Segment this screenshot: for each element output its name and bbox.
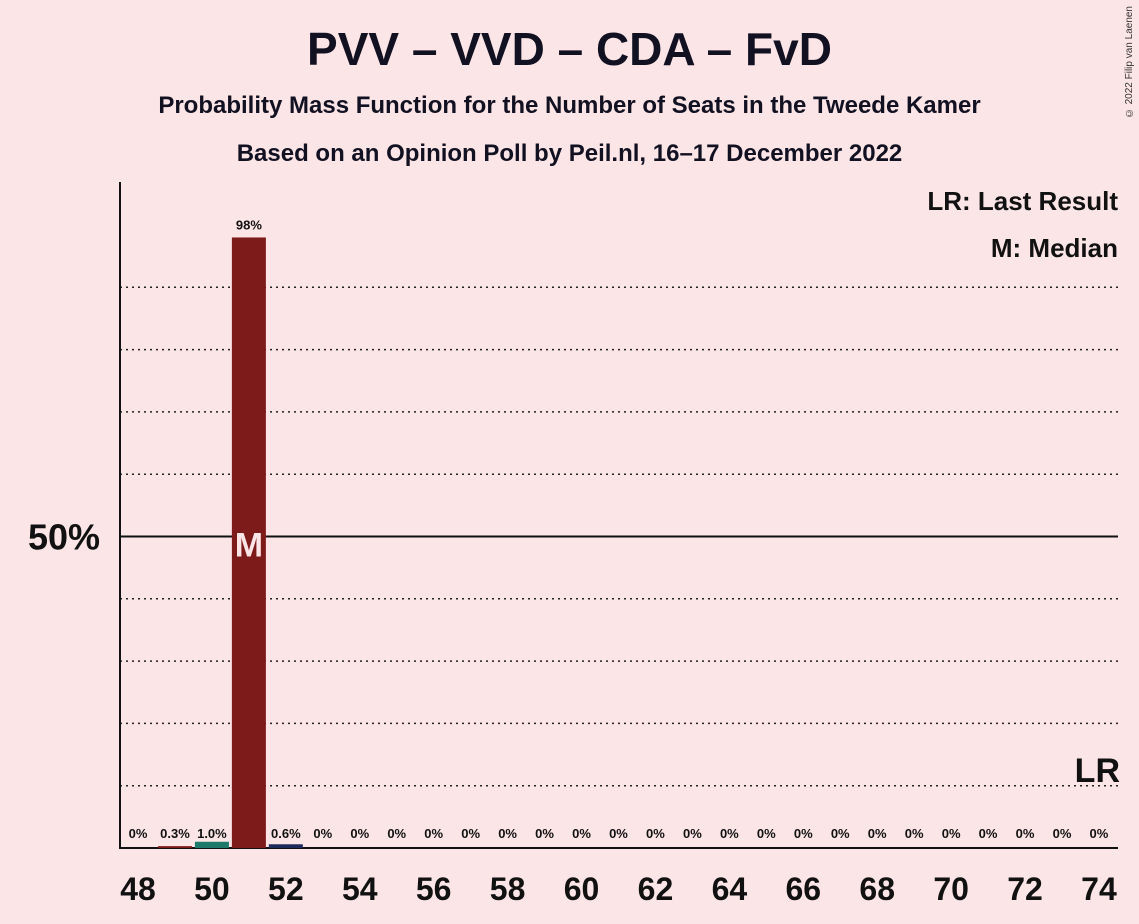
- y-tick-label: 50%: [28, 517, 100, 558]
- bar-value-label: 0%: [720, 826, 739, 841]
- bar-value-label: 0%: [313, 826, 332, 841]
- bar-value-label: 0%: [979, 826, 998, 841]
- bar-value-label: 98%: [236, 217, 262, 232]
- x-tick-label: 52: [268, 871, 304, 907]
- bar-value-label: 0%: [757, 826, 776, 841]
- chart-subtitle-2: Based on an Opinion Poll by Peil.nl, 16–…: [236, 140, 903, 167]
- bar-value-label: 0%: [609, 826, 628, 841]
- bar-value-label: 0%: [794, 826, 813, 841]
- bar-value-label: 0%: [1090, 826, 1109, 841]
- legend-last-result: LR: Last Result: [927, 186, 1118, 216]
- x-tick-label: 56: [416, 871, 452, 907]
- bar-value-label: 0.6%: [271, 826, 301, 841]
- bar-value-label: 0%: [868, 826, 887, 841]
- bar-50: [194, 841, 229, 848]
- bar-value-label: 0%: [683, 826, 702, 841]
- x-tick-label: 60: [564, 871, 600, 907]
- x-tick-label: 58: [490, 871, 526, 907]
- bar-value-label: 0%: [1053, 826, 1072, 841]
- x-tick-label: 66: [785, 871, 821, 907]
- bar-value-label: 0%: [350, 826, 369, 841]
- bar-value-label: 0%: [387, 826, 406, 841]
- x-tick-label: 74: [1081, 871, 1117, 907]
- bar-value-label: 0%: [129, 826, 148, 841]
- x-tick-label: 62: [638, 871, 674, 907]
- chart-subtitle-1: Probability Mass Function for the Number…: [158, 92, 981, 119]
- bar-51: [231, 237, 266, 848]
- chart-title: PVV – VVD – CDA – FvD: [307, 23, 832, 75]
- legend-median: M: Median: [991, 233, 1118, 263]
- median-marker: M: [235, 527, 263, 565]
- bar-value-label: 0%: [1016, 826, 1035, 841]
- bar-value-label: 0%: [535, 826, 554, 841]
- x-tick-label: 68: [859, 871, 895, 907]
- bar-value-label: 0%: [942, 826, 961, 841]
- bar-value-label: 0%: [498, 826, 517, 841]
- bar-value-label: 0%: [424, 826, 443, 841]
- bar-value-label: 0%: [905, 826, 924, 841]
- bar-value-label: 0%: [572, 826, 591, 841]
- bar-value-label: 0%: [461, 826, 480, 841]
- last-result-marker: LR: [1075, 752, 1120, 790]
- bar-49: [157, 846, 192, 848]
- bar-value-label: 1.0%: [197, 826, 227, 841]
- x-tick-label: 64: [712, 871, 748, 907]
- x-tick-label: 70: [933, 871, 969, 907]
- x-tick-label: 54: [342, 871, 378, 907]
- bar-value-label: 0%: [831, 826, 850, 841]
- x-tick-label: 50: [194, 871, 230, 907]
- bar-value-label: 0.3%: [160, 826, 190, 841]
- bar-value-label: 0%: [646, 826, 665, 841]
- x-tick-label: 72: [1007, 871, 1043, 907]
- bar-52: [268, 844, 303, 848]
- x-tick-label: 48: [120, 871, 156, 907]
